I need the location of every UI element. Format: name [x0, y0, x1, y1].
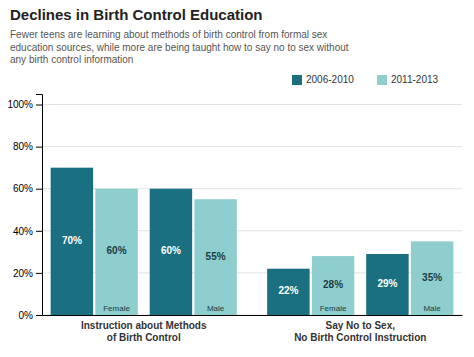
y-tick-mark: [36, 231, 42, 232]
category-label: Male: [423, 304, 441, 313]
y-tick: 60%: [13, 183, 42, 194]
bar: [267, 269, 309, 315]
bar: [194, 199, 236, 315]
bar: [51, 168, 93, 315]
grid: [42, 105, 462, 315]
bar: [366, 254, 408, 315]
category-label: Female: [320, 304, 347, 313]
y-tick: 40%: [13, 226, 42, 237]
y-tick: 80%: [13, 141, 42, 152]
data-label: 29%: [377, 278, 397, 289]
bar: [95, 189, 137, 315]
y-axis: 0% 20% 40% 60% 80% 100%: [7, 95, 42, 321]
x-tick-label: Say No to Sex,No Birth Control Instructi…: [294, 320, 426, 343]
y-tick-label: 40%: [13, 226, 33, 237]
legend-label: 2006-2010: [306, 74, 354, 85]
chart-container: Declines in Birth Control Education Fewer…: [0, 0, 474, 357]
y-tick-mark: [36, 273, 42, 274]
y-tick-label: 20%: [13, 268, 33, 279]
grid-line: [42, 146, 462, 147]
bar: [312, 256, 354, 315]
bar: [150, 189, 192, 315]
subtitle-line: education sources, while more are being …: [10, 42, 349, 53]
data-labels: 70% 60% 60% 55% 22% 28% 29% 35%: [62, 235, 442, 297]
title: Declines in Birth Control Education: [10, 6, 263, 23]
y-tick: 20%: [13, 268, 42, 279]
subtitle-line: Fewer teens are learning about methods o…: [10, 29, 327, 40]
y-tick-mark: [36, 315, 42, 316]
grid-line: [42, 104, 462, 105]
data-label: 22%: [278, 285, 298, 296]
category-label: Male: [207, 304, 225, 313]
y-tick-mark: [36, 189, 42, 190]
x-tick: Say No to Sex,No Birth Control Instructi…: [294, 320, 426, 343]
y-tick-label: 80%: [13, 141, 33, 152]
subtitle-line: any birth control information: [10, 54, 133, 65]
subtitle: Fewer teens are learning about methods o…: [10, 29, 349, 65]
data-label: 55%: [206, 251, 226, 262]
x-axis: Instruction about Methodsof Birth Contro…: [43, 316, 463, 344]
x-tick-label-line: Instruction about Methods: [81, 320, 207, 331]
y-tick: 0%: [19, 310, 42, 321]
bars: [51, 168, 454, 315]
x-tick-label-line: Say No to Sex,: [326, 320, 396, 331]
y-tick: 100%: [7, 99, 42, 110]
bar: [411, 241, 453, 315]
data-label: 70%: [62, 235, 82, 246]
legend-item: 2011-2013: [377, 74, 439, 85]
category-labels: Female Male Female Male: [103, 304, 441, 313]
y-axis-line: [36, 95, 43, 316]
y-tick-mark: [36, 147, 42, 148]
legend-label: 2011-2013: [391, 74, 439, 85]
data-label: 60%: [161, 245, 181, 256]
y-tick-label: 100%: [7, 99, 33, 110]
y-tick-label: 60%: [13, 183, 33, 194]
category-label: Female: [103, 304, 130, 313]
y-tick-label: 0%: [19, 310, 34, 321]
x-tick-label-line: of Birth Control: [107, 332, 181, 343]
y-tick-mark: [36, 105, 42, 106]
legend-swatch: [292, 75, 302, 85]
legend-item: 2006-2010: [292, 74, 354, 85]
x-tick: Instruction about Methodsof Birth Contro…: [81, 320, 207, 343]
legend-swatch: [377, 75, 387, 85]
data-label: 35%: [422, 272, 442, 283]
x-tick-label-line: No Birth Control Instruction: [294, 332, 426, 343]
x-axis-line: [43, 315, 463, 316]
data-label: 60%: [107, 245, 127, 256]
x-tick-label: Instruction about Methodsof Birth Contro…: [81, 320, 207, 343]
legend: 2006-2010 2011-2013: [292, 74, 439, 85]
chart: Declines in Birth Control Education Fewer…: [0, 0, 474, 357]
data-label: 28%: [323, 279, 343, 290]
